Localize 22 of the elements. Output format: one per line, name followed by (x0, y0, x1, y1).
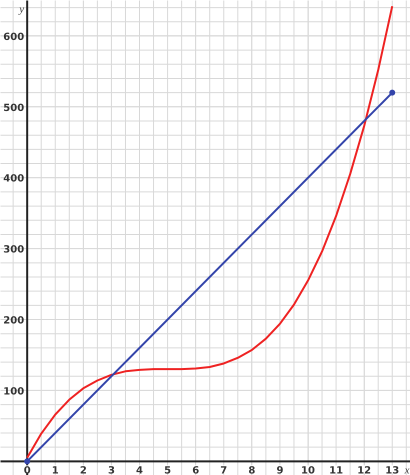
x-tick-label: 3 (108, 465, 115, 475)
x-tick-label: 9 (276, 465, 284, 475)
x-tick-label: 7 (220, 465, 228, 475)
y-tick-label: 600 (3, 32, 24, 43)
y-tick-label: 500 (3, 102, 24, 114)
x-tick-label: 4 (136, 465, 144, 475)
y-tick-label: 200 (3, 316, 24, 327)
x-tick-label: 11 (329, 465, 344, 475)
x-tick-label: 13 (385, 465, 400, 475)
x-tick-label: 12 (357, 465, 372, 475)
y-tick-label: 300 (3, 244, 24, 256)
x-tick-label: 10 (301, 465, 315, 475)
x-axis-title: x (404, 464, 410, 475)
x-tick-label: 2 (80, 465, 87, 475)
x-tick-label: 8 (248, 465, 256, 475)
x-tick-label: 6 (192, 465, 200, 475)
y-tick-label: 400 (3, 174, 24, 185)
y-tick-label: 100 (3, 386, 24, 398)
x-tick-label: 5 (164, 465, 172, 475)
x-tick-label: 1 (52, 465, 59, 475)
y-axis-title: y (18, 4, 24, 16)
x-tick-label: 0 (24, 465, 31, 475)
